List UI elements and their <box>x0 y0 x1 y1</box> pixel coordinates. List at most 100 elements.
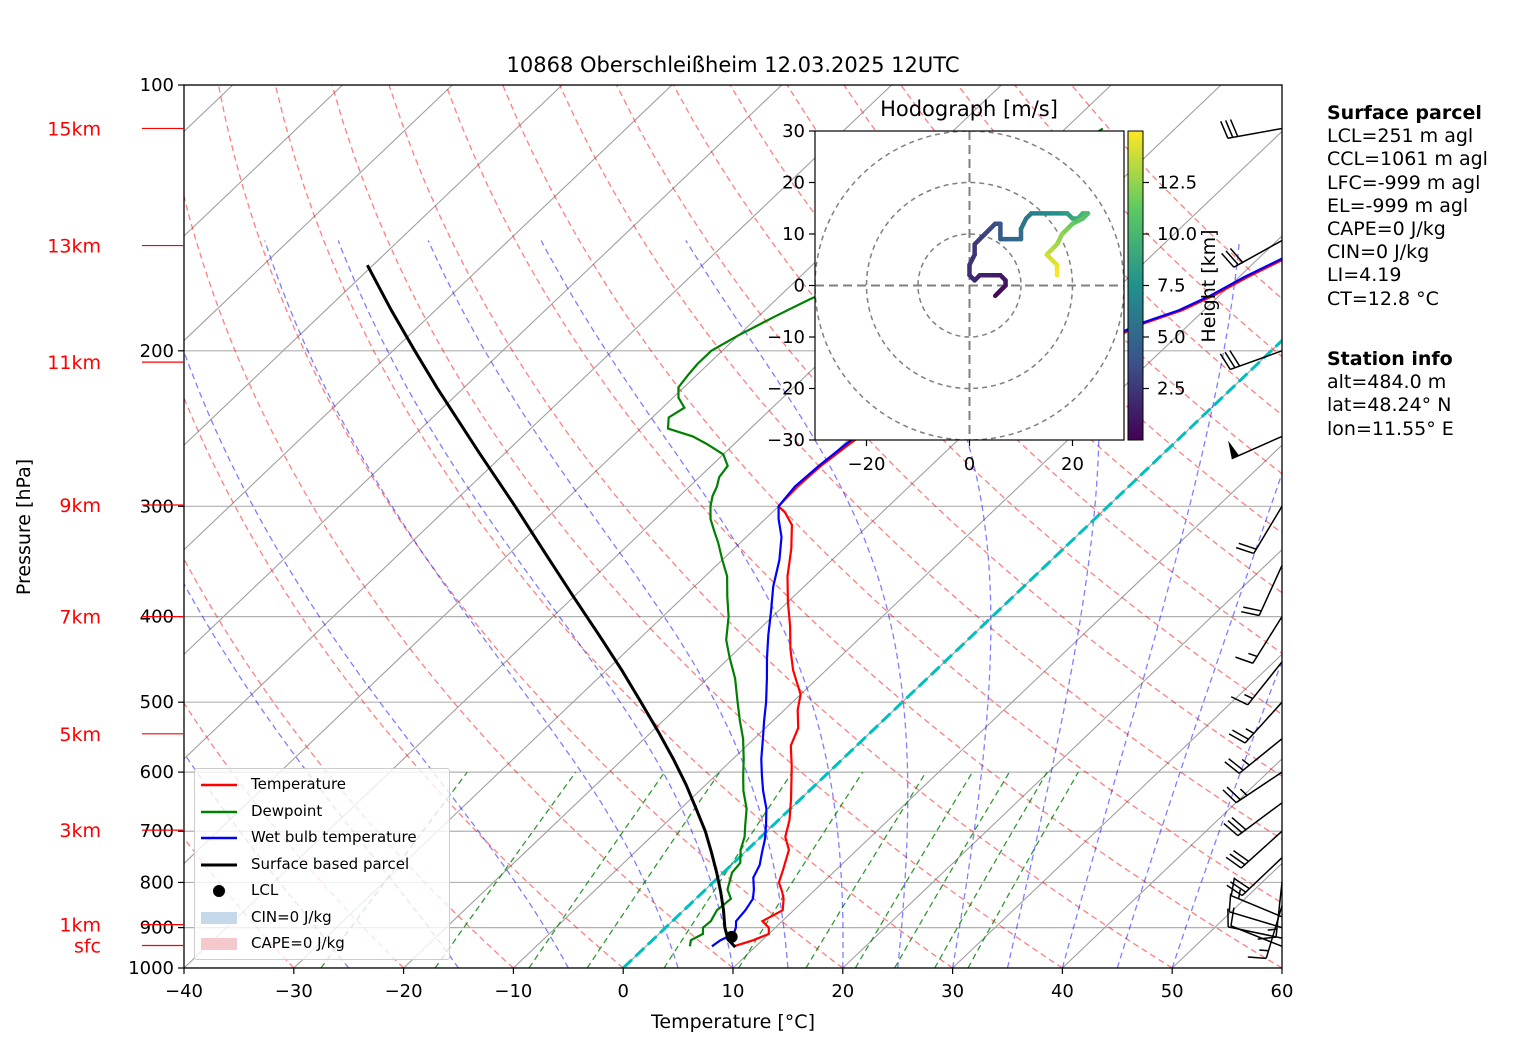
wind-barb <box>1224 738 1283 774</box>
isotherm <box>184 85 892 760</box>
series-temperature <box>733 258 1282 948</box>
station-info-title: Station info <box>1327 348 1453 370</box>
isotherm <box>0 85 13 968</box>
isotherm <box>184 85 563 446</box>
height-label: 7km <box>59 607 101 629</box>
wind-barb <box>1230 907 1283 948</box>
surface-cin: CIN=0 J/kg <box>1327 241 1430 264</box>
wind-barb <box>1230 877 1283 918</box>
wind-barb <box>1230 661 1283 706</box>
moist-adiabat <box>1171 659 1282 968</box>
dry-adiabat <box>274 85 953 968</box>
colorbar-label: Height [km] <box>1198 229 1220 342</box>
surface-ccl: CCL=1061 m agl <box>1327 148 1488 171</box>
moist-adiabat <box>1061 240 1241 968</box>
legend-label: Wet bulb temperature <box>251 828 417 846</box>
series-dewpoint <box>666 127 1104 947</box>
wind-barb <box>1219 350 1283 371</box>
x-tick-label: 50 <box>1161 981 1184 1002</box>
moist-adiabat <box>869 240 992 968</box>
legend-label: Dewpoint <box>251 801 323 820</box>
mixing-ratio-line <box>805 771 927 968</box>
x-tick-label: 60 <box>1271 981 1294 1002</box>
wind-barb <box>1220 119 1283 140</box>
background-lines <box>0 85 1282 968</box>
wind-barb <box>1247 905 1283 960</box>
main-axes: −40 −30 −20 −10 0 10 20 30 40 50 60100200300400500… <box>128 75 1293 1002</box>
wind-barb <box>1223 802 1283 837</box>
station-info: Station info alt=484.0 m lat=48.24° N lo… <box>1327 348 1454 441</box>
colorbar-tick-label: 2.5 <box>1157 379 1186 400</box>
height-label: sfc <box>74 935 101 957</box>
wind-barb <box>1222 771 1283 804</box>
isotherm <box>513 235 1282 968</box>
wind-barb <box>1225 830 1283 869</box>
colorbar-tick-label: 7.5 <box>1157 276 1186 297</box>
dry-adiabat <box>184 396 624 968</box>
y-tick-label: 1000 <box>128 958 174 979</box>
isotherm <box>952 653 1282 968</box>
dry-adiabat <box>331 85 1063 968</box>
moist-adiabat <box>685 240 909 968</box>
isotherm <box>403 130 1282 968</box>
isotherm <box>184 85 343 237</box>
hodograph-y-tick-label: 20 <box>782 173 805 194</box>
mixing-ratio-line <box>934 771 1048 968</box>
dry-adiabat <box>184 702 405 968</box>
series-surface-based-parcel <box>366 264 737 949</box>
x-tick-label: −30 <box>275 981 313 1002</box>
legend-item: Temperature <box>195 773 449 797</box>
legend-item: Surface based parcel <box>195 853 449 877</box>
legend-label: Temperature <box>251 775 347 793</box>
y-tick-label: 500 <box>140 692 174 713</box>
x-tick-label: −40 <box>165 981 203 1002</box>
station-lat: lat=48.24° N <box>1327 394 1452 417</box>
surface-cape: CAPE=0 J/kg <box>1327 218 1446 241</box>
surface-lfc: LFC=-999 m agl <box>1327 171 1481 194</box>
dry-adiabat <box>217 85 844 968</box>
surface-parcel-info: Surface parcel LCL=251 m agl CCL=1061 m … <box>1327 102 1488 311</box>
legend-label: CAPE=0 J/kg <box>251 934 345 952</box>
wind-barb <box>1235 505 1283 555</box>
surface-el: EL=-999 m agl <box>1327 194 1469 217</box>
y-axis-label: Pressure [hPa] <box>13 459 35 595</box>
surface-parcel-title: Surface parcel <box>1327 102 1482 124</box>
colorbar-tick-label: 12.5 <box>1157 173 1197 194</box>
moist-adiabat <box>264 240 679 968</box>
y-tick-label: 800 <box>140 872 174 893</box>
hodograph-x-tick-label: −20 <box>848 454 886 475</box>
height-label: 13km <box>47 236 101 258</box>
mixing-ratio-line <box>528 771 666 968</box>
mixing-ratio-line <box>854 771 974 968</box>
x-axis-label: Temperature [°C] <box>650 1011 815 1033</box>
station-lon: lon=11.55° E <box>1327 417 1454 440</box>
x-tick-label: 20 <box>831 981 854 1002</box>
x-tick-label: 30 <box>941 981 964 1002</box>
legend-item: CAPE=0 J/kg <box>195 932 449 956</box>
y-tick-label: 600 <box>140 762 174 783</box>
height-label: 9km <box>59 495 101 517</box>
legend-symbol <box>201 830 237 846</box>
legend-item: CIN=0 J/kg <box>195 906 449 930</box>
x-tick-label: 40 <box>1051 981 1074 1002</box>
legend-item: Wet bulb temperature <box>195 826 449 850</box>
chart-title: 10868 Oberschleißheim 12.03.2025 12UTC <box>507 53 960 77</box>
dry-adiabat <box>502 85 1282 904</box>
legend: Temperature Dewpoint Wet bulb temperature S… <box>194 768 450 960</box>
isotherm <box>184 85 783 656</box>
legend-symbol <box>201 936 237 952</box>
height-label: 15km <box>47 118 101 140</box>
legend-label: CIN=0 J/kg <box>251 907 332 926</box>
height-label: 5km <box>59 724 101 746</box>
wind-barbs <box>1219 119 1283 960</box>
wind-barb <box>1228 435 1283 460</box>
legend-symbol <box>201 804 237 820</box>
hodograph-ring <box>917 233 1022 338</box>
legend-item: Dewpoint <box>195 800 449 824</box>
y-tick-label: 900 <box>140 918 174 939</box>
wind-barb <box>1226 857 1283 897</box>
wind-barb <box>1228 893 1283 929</box>
surface-li: LI=4.19 <box>1327 264 1402 287</box>
